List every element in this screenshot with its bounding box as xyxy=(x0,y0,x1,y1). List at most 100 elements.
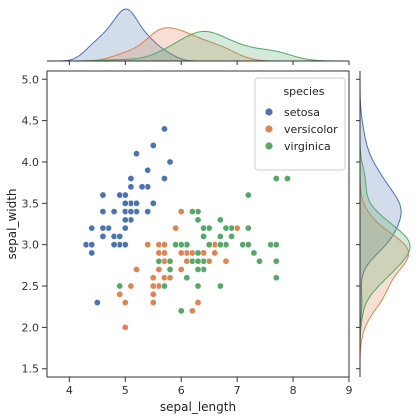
x-axis-label: sepal_length xyxy=(160,400,236,414)
y-tick-label: 4.5 xyxy=(22,115,40,128)
kde-right-setosa xyxy=(359,71,402,377)
point-setosa xyxy=(93,299,101,307)
point-virginica xyxy=(256,257,264,265)
point-virginica xyxy=(194,265,202,273)
point-virginica xyxy=(172,241,180,249)
point-setosa xyxy=(149,199,157,207)
point-virginica xyxy=(183,274,191,282)
legend-box xyxy=(254,77,346,171)
point-virginica xyxy=(194,249,202,257)
point-setosa xyxy=(144,208,152,216)
point-setosa xyxy=(127,175,135,183)
point-virginica xyxy=(272,274,280,282)
point-virginica xyxy=(272,241,280,249)
point-versicolor xyxy=(149,299,157,307)
x-tick-label: 8 xyxy=(290,384,297,397)
y-tick-label: 5.0 xyxy=(22,73,40,86)
point-virginica xyxy=(166,265,174,273)
point-setosa xyxy=(121,199,129,207)
point-versicolor xyxy=(160,249,168,257)
legend-label-virginica: virginica xyxy=(284,140,331,153)
point-setosa xyxy=(88,249,96,257)
point-setosa xyxy=(132,150,140,158)
point-setosa xyxy=(116,191,124,199)
point-setosa xyxy=(99,224,107,232)
legend-marker-virginica xyxy=(265,142,273,150)
legend-marker-setosa xyxy=(265,108,273,116)
point-setosa xyxy=(160,125,168,133)
point-versicolor xyxy=(155,265,163,273)
point-setosa xyxy=(99,232,107,240)
point-versicolor xyxy=(211,249,219,257)
point-virginica xyxy=(177,307,185,315)
point-setosa xyxy=(127,208,135,216)
y-axis: 1.5 2.0 2.5 3.0 3.5 4.0 4.5 5.0 xyxy=(22,73,47,376)
legend: species setosa versicolor virginica xyxy=(254,77,346,171)
point-setosa xyxy=(110,208,118,216)
point-virginica xyxy=(188,208,196,216)
point-virginica xyxy=(216,232,224,240)
y-tick-label: 4.0 xyxy=(22,156,40,169)
point-versicolor xyxy=(160,241,168,249)
x-tick-label: 5 xyxy=(122,384,129,397)
point-setosa xyxy=(138,183,146,191)
point-virginica xyxy=(272,257,280,265)
legend-marker-versicolor xyxy=(265,125,273,133)
point-versicolor xyxy=(166,274,174,282)
point-virginica xyxy=(216,282,224,290)
scatter-points xyxy=(82,125,291,331)
point-virginica xyxy=(250,249,258,257)
y-tick-label: 2.0 xyxy=(22,321,40,334)
point-virginica xyxy=(272,175,280,183)
legend-label-versicolor: versicolor xyxy=(284,123,338,136)
top-marginal-kde xyxy=(47,8,350,65)
point-virginica xyxy=(160,282,168,290)
point-versicolor xyxy=(121,323,129,331)
legend-label-setosa: setosa xyxy=(284,106,320,119)
scatter-plot-frame xyxy=(46,70,350,378)
x-tick-label: 7 xyxy=(234,384,241,397)
point-setosa xyxy=(127,183,135,191)
point-versicolor xyxy=(121,299,129,307)
y-tick-label: 3.5 xyxy=(22,197,40,210)
point-virginica xyxy=(216,216,224,224)
point-setosa xyxy=(99,208,107,216)
point-versicolor xyxy=(172,224,180,232)
point-virginica xyxy=(244,191,252,199)
x-tick-label: 6 xyxy=(178,384,185,397)
point-setosa xyxy=(160,175,168,183)
point-virginica xyxy=(116,282,124,290)
point-virginica xyxy=(228,232,236,240)
point-setosa xyxy=(88,241,96,249)
point-versicolor xyxy=(116,290,124,298)
point-versicolor xyxy=(188,307,196,315)
point-versicolor xyxy=(222,257,230,265)
point-versicolor xyxy=(149,290,157,298)
point-setosa xyxy=(116,232,124,240)
point-versicolor xyxy=(177,249,185,257)
point-versicolor xyxy=(149,282,157,290)
point-setosa xyxy=(88,224,96,232)
point-setosa xyxy=(99,191,107,199)
kde-top-virginica xyxy=(47,30,349,62)
y-tick-label: 3.0 xyxy=(22,239,40,252)
point-virginica xyxy=(222,224,230,232)
point-setosa xyxy=(132,199,140,207)
point-virginica xyxy=(194,282,202,290)
point-setosa xyxy=(144,166,152,174)
point-setosa xyxy=(121,224,129,232)
legend-items: setosa versicolor virginica xyxy=(265,106,338,153)
y-tick-label: 2.5 xyxy=(22,280,40,293)
point-virginica xyxy=(194,257,202,265)
point-versicolor xyxy=(149,274,157,282)
x-tick-label: 4 xyxy=(66,384,73,397)
point-versicolor xyxy=(177,265,185,273)
point-virginica xyxy=(166,257,174,265)
point-versicolor xyxy=(127,282,135,290)
x-axis: 4 5 6 7 8 9 xyxy=(66,377,353,397)
point-setosa xyxy=(121,216,129,224)
right-marginal-kde xyxy=(356,71,411,377)
point-setosa xyxy=(149,141,157,149)
point-virginica xyxy=(194,216,202,224)
